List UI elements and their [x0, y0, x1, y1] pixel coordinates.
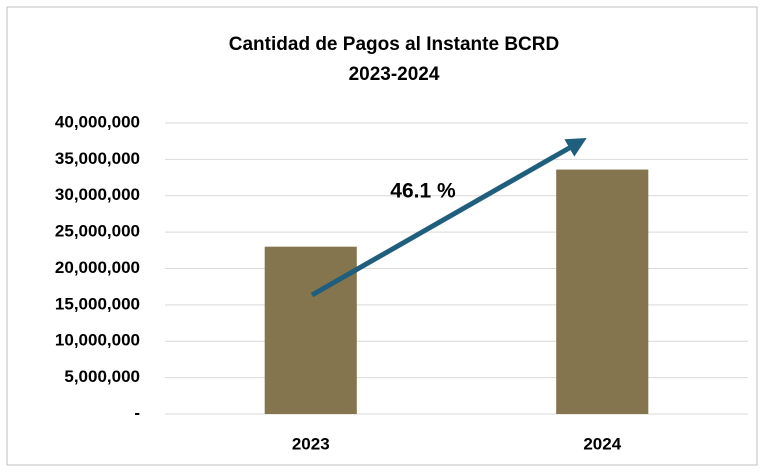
y-tick-label: 10,000,000	[55, 331, 140, 350]
y-tick-label: 15,000,000	[55, 294, 140, 313]
growth-arrow	[310, 138, 587, 298]
x-tick-label: 2023	[292, 434, 330, 453]
chart-title: Cantidad de Pagos al Instante BCRD	[229, 34, 559, 55]
y-tick-label: 30,000,000	[55, 185, 140, 204]
x-tick-label: 2024	[583, 434, 621, 453]
bar	[556, 169, 649, 414]
chart-subtitle: 2023-2024	[349, 64, 440, 85]
bar	[264, 246, 357, 414]
y-tick-label: 5,000,000	[64, 367, 140, 386]
annotation: 46.1 %	[390, 180, 456, 203]
y-tick-label: 35,000,000	[55, 149, 140, 168]
y-tick-label: 40,000,000	[55, 112, 140, 131]
y-tick-label: -	[134, 403, 140, 422]
y-tick-label: 25,000,000	[55, 222, 140, 241]
y-tick-label: 20,000,000	[55, 258, 140, 277]
